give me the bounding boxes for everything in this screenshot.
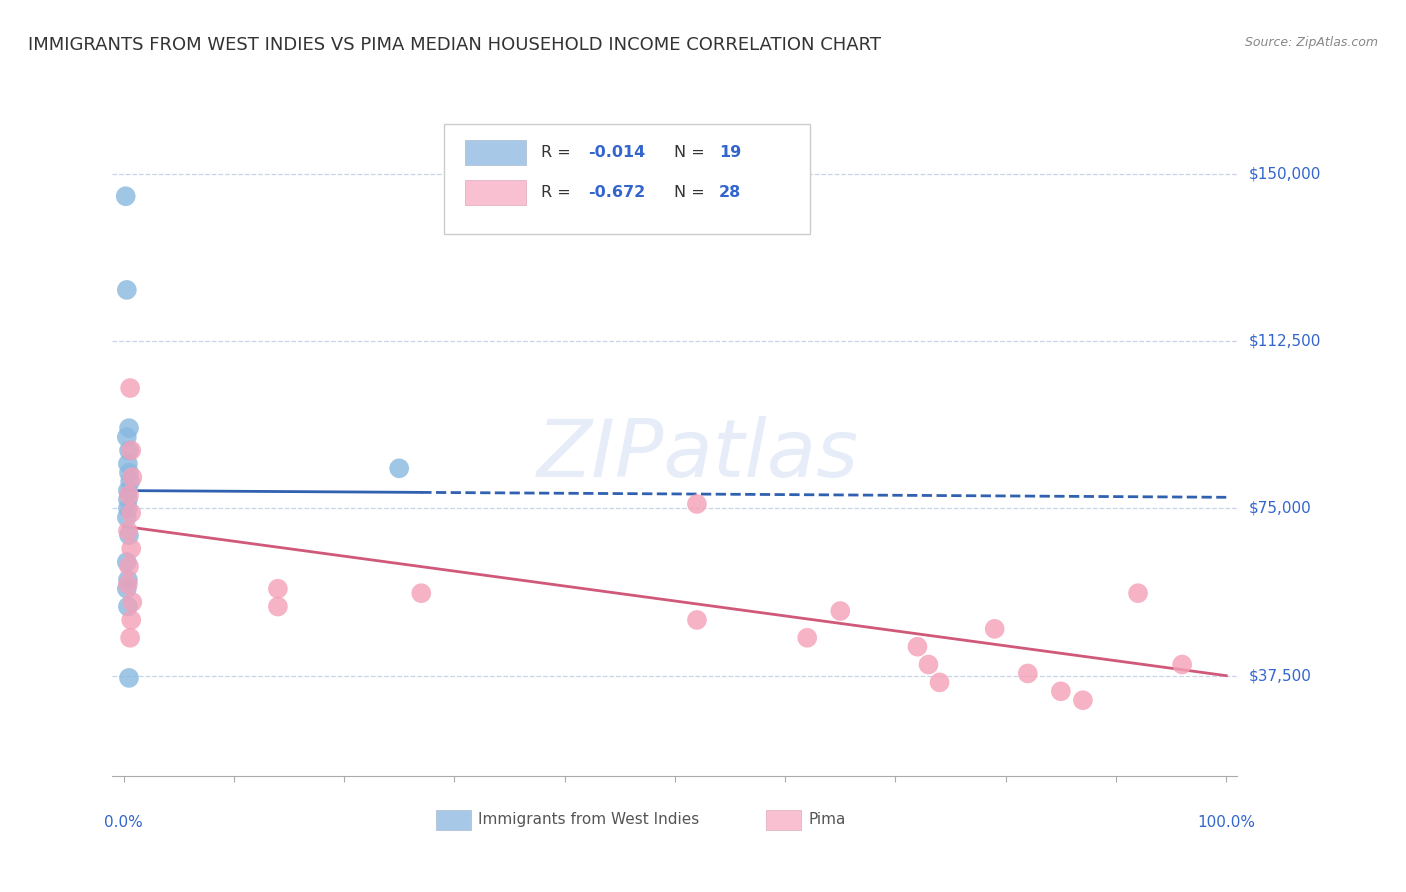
Point (118, 671, 141, 685)
Text: Source: ZipAtlas.com: Source: ZipAtlas.com (1244, 36, 1378, 49)
Point (120, 631, 142, 645)
Text: IMMIGRANTS FROM WEST INDIES VS PIMA MEDIAN HOUSEHOLD INCOME CORRELATION CHART: IMMIGRANTS FROM WEST INDIES VS PIMA MEDI… (28, 36, 882, 54)
Point (411, 586, 433, 600)
Point (117, 492, 139, 507)
Text: 28: 28 (718, 186, 741, 200)
Point (115, 582, 138, 596)
Point (1171, 657, 1194, 672)
Text: 0.0%: 0.0% (104, 815, 143, 830)
Point (114, 189, 136, 203)
FancyBboxPatch shape (464, 180, 526, 205)
Point (115, 430, 138, 444)
Point (686, 613, 709, 627)
Point (796, 631, 818, 645)
Point (117, 577, 139, 591)
Point (117, 501, 139, 516)
Point (917, 657, 939, 672)
Point (120, 443, 142, 458)
Point (117, 524, 139, 538)
Point (118, 443, 141, 458)
Text: N =: N = (673, 186, 710, 200)
Point (121, 470, 143, 484)
Point (120, 475, 142, 489)
Point (267, 582, 290, 596)
Point (1050, 684, 1073, 698)
Point (928, 675, 950, 690)
Text: -0.014: -0.014 (588, 145, 645, 160)
Point (118, 421, 141, 435)
Point (117, 457, 139, 471)
Point (830, 604, 852, 618)
Point (117, 483, 139, 498)
FancyBboxPatch shape (464, 140, 526, 165)
Point (120, 613, 142, 627)
Point (118, 528, 141, 542)
Text: R =: R = (541, 186, 576, 200)
Point (983, 622, 1005, 636)
Text: $75,000: $75,000 (1249, 501, 1312, 516)
Text: Pima: Pima (808, 813, 846, 827)
Text: N =: N = (673, 145, 710, 160)
Text: R =: R = (541, 145, 576, 160)
Point (115, 555, 138, 569)
Text: $150,000: $150,000 (1249, 167, 1320, 181)
Text: -0.672: -0.672 (588, 186, 645, 200)
Point (118, 466, 141, 480)
Point (117, 573, 139, 587)
Text: $112,500: $112,500 (1249, 334, 1320, 349)
Point (120, 506, 142, 520)
Text: $37,500: $37,500 (1249, 668, 1312, 683)
Point (117, 599, 139, 614)
Point (1017, 666, 1039, 681)
Point (120, 541, 142, 556)
Point (686, 497, 709, 511)
Point (115, 283, 138, 297)
Text: Immigrants from West Indies: Immigrants from West Indies (478, 813, 699, 827)
Point (267, 599, 290, 614)
FancyBboxPatch shape (444, 124, 810, 234)
Point (1071, 693, 1094, 707)
Point (115, 510, 138, 524)
Point (121, 595, 143, 609)
Point (907, 640, 929, 654)
Point (118, 559, 141, 574)
Point (120, 381, 142, 395)
Text: 100.0%: 100.0% (1198, 815, 1256, 830)
Text: ZIPatlas: ZIPatlas (536, 416, 859, 494)
Point (388, 461, 411, 475)
Point (118, 488, 141, 502)
Point (1126, 586, 1149, 600)
Text: 19: 19 (718, 145, 741, 160)
